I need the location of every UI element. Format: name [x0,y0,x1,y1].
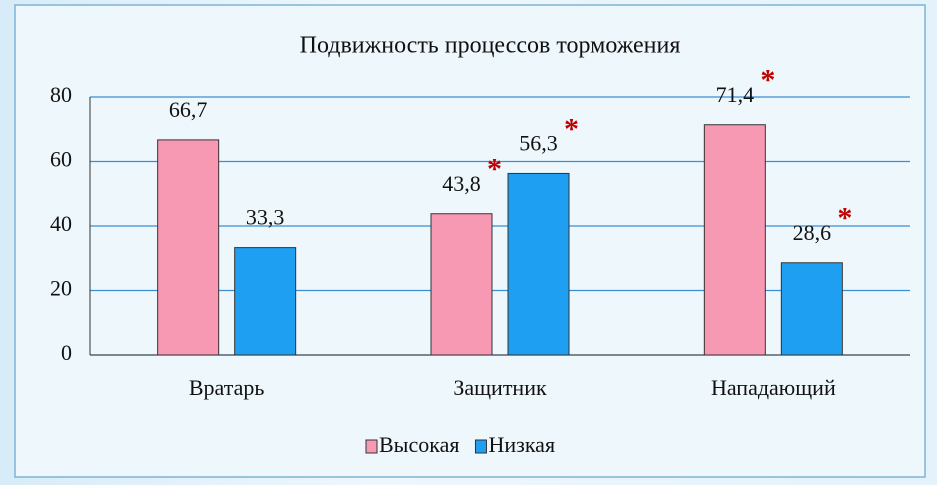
bar [157,139,220,356]
significance-marker: * [760,64,775,97]
legend-swatch [365,439,378,454]
x-tick-label: Защитник [453,375,547,400]
value-label: 56,3 [519,130,558,155]
x-tick-label: Вратарь [189,375,265,400]
y-tick-label: 80 [50,82,72,107]
significance-marker: * [837,202,852,235]
y-tick-label: 20 [50,276,72,301]
bar [430,213,493,356]
bar [780,262,843,356]
y-tick-label: 0 [61,340,72,365]
chart-title: Подвижность процессов торможения [300,33,681,59]
bar [507,172,570,356]
y-tick-label: 60 [50,147,72,172]
legend-label: Высокая [379,432,459,457]
x-tick-label: Нападающий [711,375,836,400]
value-label: 33,3 [246,205,285,230]
value-label: 28,6 [793,220,832,245]
bar [234,247,297,356]
legend-swatch [474,439,487,454]
significance-marker: * [564,112,579,145]
legend-label: Низкая [488,432,555,457]
value-label: 43,8 [442,171,481,196]
significance-marker: * [487,153,502,186]
y-tick-label: 40 [50,211,72,236]
bar [703,124,766,356]
value-label: 71,4 [716,82,755,107]
value-label: 66,7 [169,97,208,122]
